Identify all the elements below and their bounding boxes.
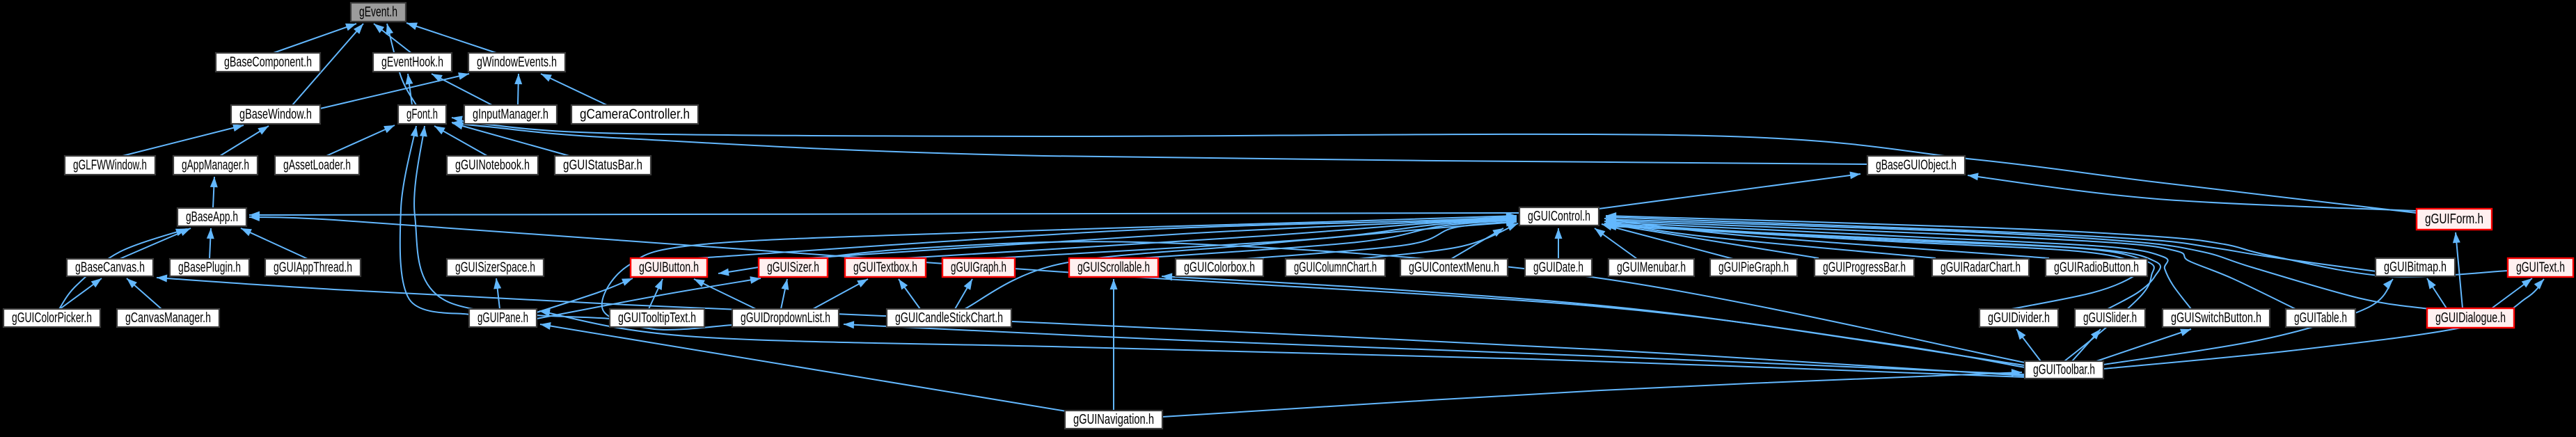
svg-text:gGUIStatusBar.h: gGUIStatusBar.h <box>563 158 642 173</box>
svg-text:gGUIDropdownList.h: gGUIDropdownList.h <box>741 310 830 326</box>
svg-text:gGUIContextMenu.h: gGUIContextMenu.h <box>1409 260 1499 276</box>
svg-text:gGUIControl.h: gGUIControl.h <box>1528 209 1590 224</box>
svg-text:gGUIDate.h: gGUIDate.h <box>1533 260 1583 276</box>
svg-text:gGUISlider.h: gGUISlider.h <box>2083 310 2137 326</box>
svg-text:gGUIButton.h: gGUIButton.h <box>639 260 699 276</box>
svg-text:gGUIAppThread.h: gGUIAppThread.h <box>274 260 352 276</box>
svg-text:gEvent.h: gEvent.h <box>359 5 397 20</box>
svg-text:gGUINotebook.h: gGUINotebook.h <box>455 158 530 173</box>
svg-text:gGUIPane.h: gGUIPane.h <box>477 310 528 326</box>
svg-text:gGUIBitmap.h: gGUIBitmap.h <box>2384 260 2447 275</box>
svg-text:gGUITextbox.h: gGUITextbox.h <box>853 260 917 276</box>
svg-text:gGUISizerSpace.h: gGUISizerSpace.h <box>455 260 535 276</box>
svg-text:gWindowEvents.h: gWindowEvents.h <box>477 55 557 70</box>
svg-text:gBaseApp.h: gBaseApp.h <box>186 209 238 225</box>
svg-text:gGUIColorPicker.h: gGUIColorPicker.h <box>12 310 92 326</box>
svg-text:gGUIForm.h: gGUIForm.h <box>2425 212 2483 227</box>
svg-text:gGUITable.h: gGUITable.h <box>2294 310 2347 326</box>
svg-text:gAppManager.h: gAppManager.h <box>182 158 249 173</box>
svg-text:gBaseWindow.h: gBaseWindow.h <box>239 107 312 122</box>
svg-text:gGUIRadarChart.h: gGUIRadarChart.h <box>1941 260 2021 276</box>
svg-text:gBaseComponent.h: gBaseComponent.h <box>224 55 312 70</box>
svg-text:gInputManager.h: gInputManager.h <box>473 107 548 122</box>
svg-text:gGLFWWindow.h: gGLFWWindow.h <box>73 158 147 173</box>
svg-text:gGUIMenubar.h: gGUIMenubar.h <box>1617 260 1686 276</box>
svg-text:gCameraController.h: gCameraController.h <box>580 107 690 122</box>
svg-text:gAssetLoader.h: gAssetLoader.h <box>283 158 351 173</box>
svg-text:gFont.h: gFont.h <box>406 107 438 122</box>
svg-text:gGUIColorbox.h: gGUIColorbox.h <box>1184 260 1255 276</box>
svg-text:gGUISwitchButton.h: gGUISwitchButton.h <box>2171 310 2261 326</box>
svg-text:gGUISizer.h: gGUISizer.h <box>767 260 819 276</box>
svg-text:gGUIScrollable.h: gGUIScrollable.h <box>1077 260 1150 276</box>
svg-text:gBasePlugin.h: gBasePlugin.h <box>178 260 241 276</box>
svg-text:gGUINavigation.h: gGUINavigation.h <box>1073 412 1154 427</box>
svg-text:gGUIGraph.h: gGUIGraph.h <box>951 260 1006 276</box>
svg-text:gBaseCanvas.h: gBaseCanvas.h <box>75 260 145 276</box>
svg-text:gBaseGUIObject.h: gBaseGUIObject.h <box>1876 158 1957 173</box>
svg-text:gGUIProgressBar.h: gGUIProgressBar.h <box>1823 260 1906 276</box>
svg-text:gGUIDialogue.h: gGUIDialogue.h <box>2435 310 2506 326</box>
svg-text:gGUIDivider.h: gGUIDivider.h <box>1988 310 2050 326</box>
svg-text:gGUIRadioButton.h: gGUIRadioButton.h <box>2054 260 2139 276</box>
svg-text:gGUITooltipText.h: gGUITooltipText.h <box>618 310 696 326</box>
svg-text:gGUIText.h: gGUIText.h <box>2516 260 2565 276</box>
svg-text:gGUIToolbar.h: gGUIToolbar.h <box>2033 363 2095 378</box>
svg-text:gGUIPieGraph.h: gGUIPieGraph.h <box>1718 260 1789 276</box>
svg-text:gEventHook.h: gEventHook.h <box>381 55 443 70</box>
svg-text:gGUICandleStickChart.h: gGUICandleStickChart.h <box>895 310 1003 326</box>
svg-text:gCanvasManager.h: gCanvasManager.h <box>125 310 211 326</box>
svg-text:gGUIColumnChart.h: gGUIColumnChart.h <box>1294 260 1377 276</box>
